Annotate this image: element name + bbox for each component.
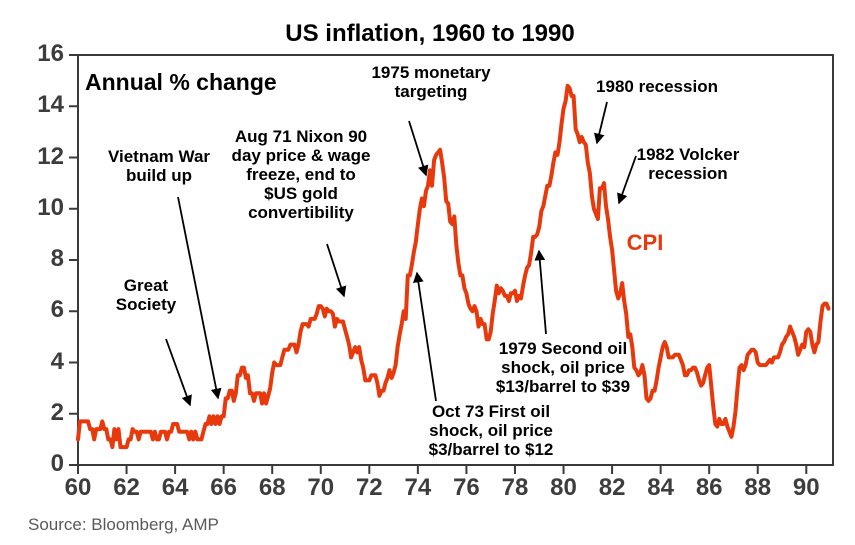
annotation-1975-monetary-targeting: 1975 monetary targeting bbox=[371, 63, 491, 101]
y-tick-label: 6 bbox=[50, 296, 64, 324]
annotation-arrow-second_oil bbox=[534, 249, 547, 335]
y-tick-label: 0 bbox=[50, 449, 64, 477]
annotation-1979-second-oil-shock: 1979 Second oil shock, oil price $13/bar… bbox=[495, 339, 631, 396]
annotation-great-society: Great Society bbox=[115, 276, 177, 314]
annotation-1980-recession: 1980 recession bbox=[596, 77, 718, 96]
x-tick-label: 84 bbox=[647, 474, 674, 501]
cpi-series-label: CPI bbox=[626, 230, 664, 255]
x-tick-label: 80 bbox=[550, 474, 577, 501]
x-tick-label: 72 bbox=[355, 474, 383, 501]
annotation-arrow-nixon bbox=[326, 243, 347, 298]
x-tick-label: 82 bbox=[598, 474, 626, 501]
annotation-oct-73-first-oil-shock: Oct 73 First oil shock, oil price $3/bar… bbox=[428, 402, 554, 459]
annotation-arrow-vietnam bbox=[177, 196, 222, 400]
x-tick-label: 64 bbox=[161, 474, 189, 501]
annotation-vietnam-war: Vietnam War build up bbox=[107, 147, 211, 185]
annotation-arrow-monetary bbox=[408, 120, 429, 177]
annotation-arrow-first_oil bbox=[413, 271, 437, 402]
x-tick-label: 78 bbox=[501, 474, 529, 501]
cpi-line bbox=[76, 83, 831, 450]
y-tick-label: 2 bbox=[50, 398, 64, 426]
x-tick-label: 74 bbox=[404, 474, 432, 501]
x-tick-label: 76 bbox=[453, 474, 480, 501]
annotation-1982-volcker-recession: 1982 Volcker recession bbox=[636, 145, 740, 183]
x-tick-label: 62 bbox=[113, 474, 140, 501]
annotation-arrow-great_society bbox=[165, 338, 192, 407]
annotation-nixon-freeze: Aug 71 Nixon 90 day price & wage freeze,… bbox=[231, 127, 371, 222]
y-tick-label: 8 bbox=[50, 244, 64, 272]
y-tick-label: 14 bbox=[37, 91, 64, 119]
x-tick-label: 70 bbox=[307, 474, 335, 501]
y-tick-label: 4 bbox=[50, 347, 64, 375]
chart-title: US inflation, 1960 to 1990 bbox=[285, 20, 575, 47]
annotation-arrow-recession80 bbox=[593, 101, 608, 145]
x-tick-label: 86 bbox=[695, 474, 723, 501]
x-tick-label: 60 bbox=[64, 474, 92, 501]
source-credit: Source: Bloomberg, AMP bbox=[28, 515, 219, 534]
y-tick-label: 10 bbox=[37, 193, 64, 221]
annotation-annual-pct-change: Annual % change bbox=[85, 69, 277, 95]
y-tick-label: 16 bbox=[37, 39, 64, 67]
x-tick-label: 90 bbox=[792, 474, 820, 501]
annotation-arrow-volcker bbox=[617, 155, 637, 205]
y-tick-label: 12 bbox=[37, 142, 64, 170]
x-tick-label: 88 bbox=[744, 474, 772, 501]
x-tick-label: 66 bbox=[210, 474, 238, 501]
x-tick-label: 68 bbox=[258, 474, 286, 501]
